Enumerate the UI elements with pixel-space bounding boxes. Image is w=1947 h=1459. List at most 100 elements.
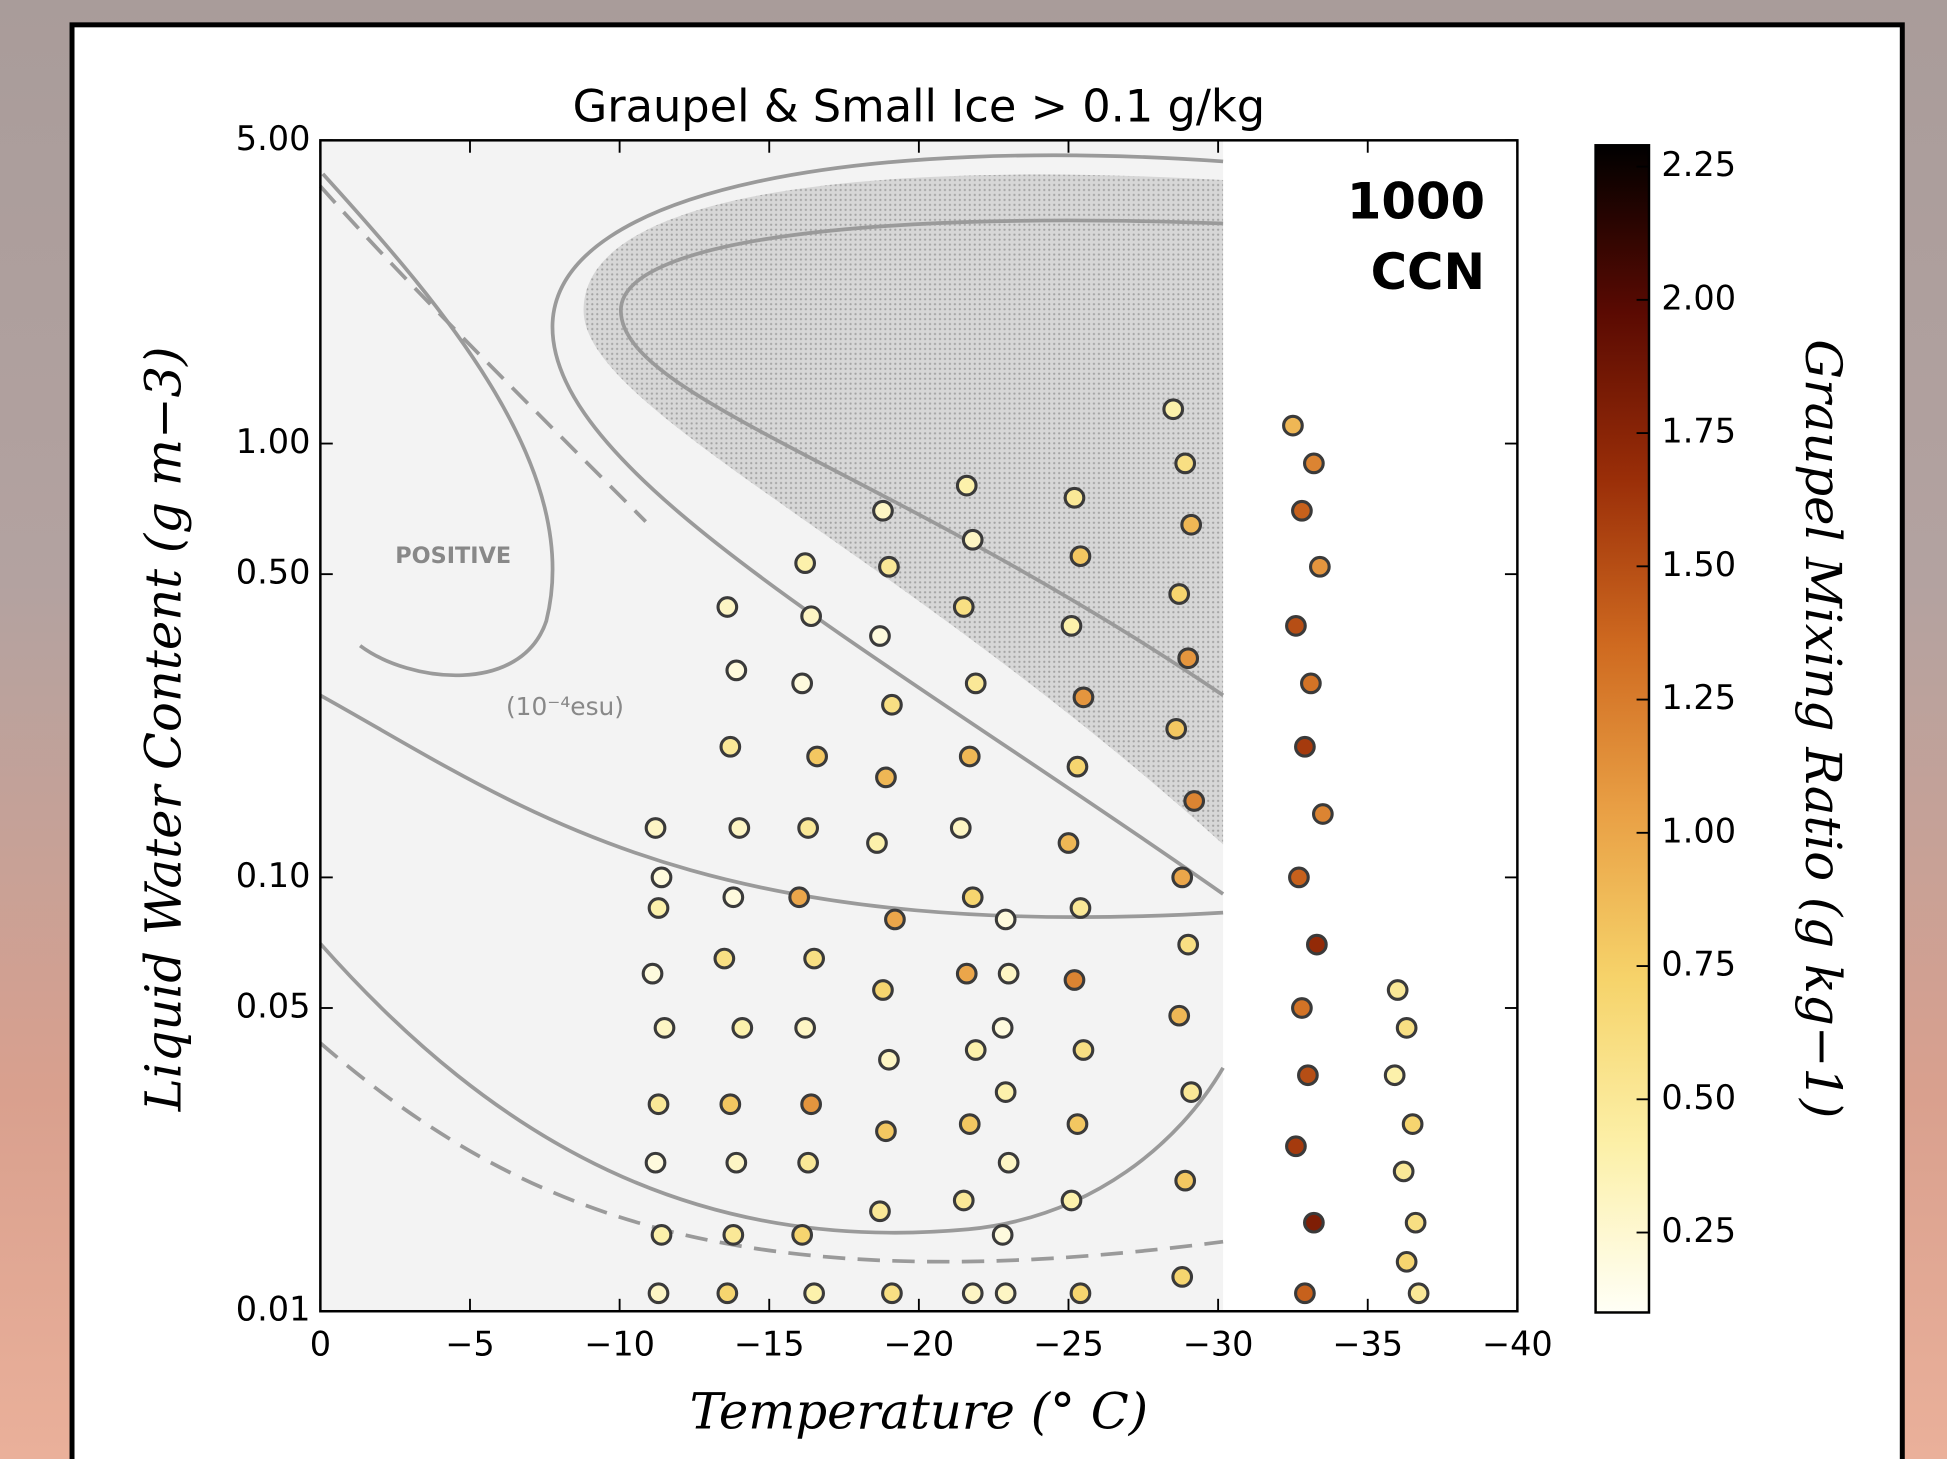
y-tick-label: 5.00 <box>236 119 311 158</box>
point <box>1162 398 1185 421</box>
point <box>958 1113 981 1135</box>
point <box>791 1223 814 1246</box>
point <box>725 1151 748 1174</box>
point <box>1308 555 1331 578</box>
x-tick-label: −5 <box>445 1325 494 1364</box>
x-tick-label: −20 <box>883 1325 954 1364</box>
point <box>797 1151 820 1174</box>
point <box>866 832 888 854</box>
point <box>722 1223 745 1246</box>
point <box>1401 1113 1424 1135</box>
colorbar-tick-label: 0.50 <box>1661 1078 1736 1117</box>
point <box>1072 1039 1095 1061</box>
point <box>788 886 811 909</box>
point <box>884 908 906 931</box>
colorbar-tick-label: 1.75 <box>1661 412 1736 451</box>
point <box>881 1282 903 1305</box>
point <box>713 947 736 970</box>
point <box>961 1282 984 1305</box>
point <box>1060 1189 1083 1212</box>
point <box>1285 1135 1307 1158</box>
point <box>728 817 751 839</box>
point <box>994 908 1017 931</box>
point <box>1303 452 1325 475</box>
point <box>800 1093 822 1116</box>
point <box>881 693 903 716</box>
point <box>1395 1250 1418 1273</box>
point <box>997 962 1020 985</box>
point <box>725 659 748 682</box>
point <box>872 499 894 522</box>
point <box>958 745 981 768</box>
point <box>650 1223 673 1246</box>
x-tick-label: 0 <box>310 1325 331 1364</box>
point <box>961 528 984 551</box>
point <box>1311 803 1334 825</box>
point <box>994 1081 1017 1103</box>
point <box>1297 1064 1319 1087</box>
point <box>1383 1064 1406 1087</box>
point <box>878 1048 900 1071</box>
point <box>1386 979 1409 1001</box>
point <box>878 555 900 578</box>
x-tick-label: −30 <box>1183 1325 1254 1364</box>
point <box>647 897 670 919</box>
point <box>1180 513 1203 536</box>
chart-title: Graupel & Small Ice > 0.1 g/kg <box>573 80 1266 132</box>
scatter-points <box>641 398 1430 1305</box>
point <box>952 1189 975 1212</box>
y-tick-label: 1.00 <box>236 422 311 461</box>
point <box>991 1223 1014 1246</box>
colorbar-tick-label: 1.50 <box>1661 545 1736 584</box>
point <box>952 596 975 618</box>
background-diagram <box>318 140 1225 1312</box>
point <box>1180 1081 1203 1103</box>
y-axis-title: Liquid Water Content (g m−3) <box>135 346 193 1112</box>
point <box>1291 997 1313 1019</box>
point <box>800 605 822 628</box>
point <box>949 817 972 839</box>
point <box>1063 486 1086 509</box>
point <box>731 1016 754 1039</box>
colorbar-tick-label: 0.25 <box>1661 1211 1736 1250</box>
point <box>1177 933 1200 956</box>
point <box>955 474 978 497</box>
point <box>1282 414 1304 437</box>
point <box>1294 735 1316 758</box>
point <box>1171 1266 1194 1288</box>
colorbar-tick-label: 1.25 <box>1661 678 1736 717</box>
x-axis-title: Temperature (° C) <box>690 1383 1148 1441</box>
point <box>869 625 891 647</box>
background-label: POSITIVE <box>395 543 511 569</box>
point <box>1291 499 1313 522</box>
colorbar-title: Graupel Mixing Ratio (g kg−1) <box>1794 339 1852 1118</box>
point <box>964 672 987 695</box>
point <box>869 1200 891 1223</box>
colorbar-tick-label: 0.75 <box>1661 945 1736 984</box>
point <box>1069 897 1092 919</box>
point <box>1063 969 1086 991</box>
point <box>716 596 739 618</box>
point <box>806 745 828 768</box>
point <box>1303 1211 1325 1234</box>
point <box>1069 545 1092 568</box>
point <box>1407 1282 1430 1305</box>
point <box>875 1120 897 1143</box>
y-tick-label: 0.10 <box>236 856 311 895</box>
y-tick-label: 0.05 <box>236 986 311 1025</box>
point <box>1168 583 1191 605</box>
point <box>961 886 984 909</box>
x-tick-label: −40 <box>1482 1325 1553 1364</box>
point <box>803 947 825 970</box>
point <box>797 817 820 839</box>
y-tick-label: 0.01 <box>236 1290 311 1329</box>
point <box>1174 1169 1197 1192</box>
point <box>872 979 894 1001</box>
point <box>997 1151 1020 1174</box>
colorbar <box>1594 144 1651 1314</box>
point <box>955 962 978 985</box>
point <box>1288 866 1310 889</box>
point <box>1066 755 1089 778</box>
point <box>1285 614 1307 637</box>
